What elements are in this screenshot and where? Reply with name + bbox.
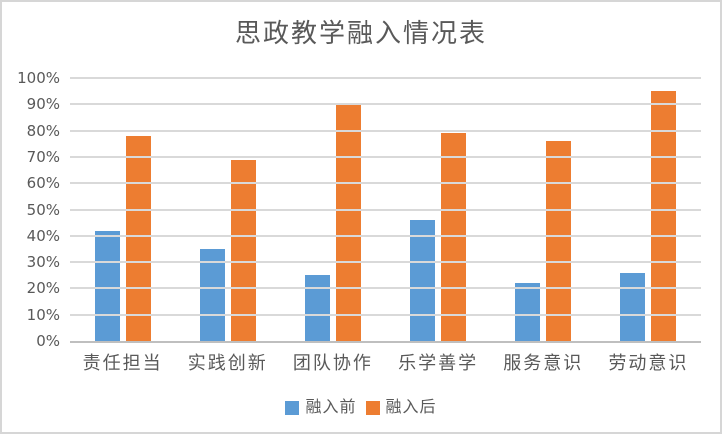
y-axis: 0% 10% 20% 30% 40% 50% 60% 70% 80% 90% 100% — [2, 69, 60, 350]
gridline — [70, 182, 701, 185]
bar — [199, 248, 225, 341]
y-tick-label: 60% — [26, 174, 60, 193]
gridline — [70, 313, 701, 316]
bar-group — [386, 78, 491, 341]
y-tick-label: 40% — [26, 226, 60, 245]
bar — [441, 133, 467, 341]
bar-group — [596, 78, 701, 341]
chart-title: 思政教学融入情况表 — [234, 19, 487, 48]
gridline — [70, 129, 701, 132]
bar — [94, 230, 120, 341]
plot-area — [70, 77, 701, 343]
legend-label: 融入前 — [305, 399, 357, 416]
legend-item: 融入后 — [365, 399, 437, 417]
bar — [335, 104, 361, 341]
category-label: 责任担当 — [82, 353, 163, 373]
bar-group — [491, 78, 596, 341]
bar — [125, 135, 151, 341]
bar-group — [280, 78, 385, 341]
category-label: 团队协作 — [292, 353, 373, 373]
y-tick-label: 90% — [26, 95, 60, 114]
category-label: 服务意识 — [503, 353, 584, 373]
bar — [546, 141, 572, 341]
y-tick-label: 0% — [36, 332, 60, 350]
y-tick-label: 20% — [26, 279, 60, 298]
bar — [651, 91, 677, 341]
bar-group — [175, 78, 280, 341]
y-tick-label: 80% — [26, 121, 60, 140]
category-label: 劳动意识 — [608, 353, 689, 373]
bars-layer — [70, 78, 701, 341]
bar — [304, 275, 330, 341]
y-tick-label: 30% — [26, 253, 60, 272]
bar — [230, 159, 256, 341]
legend-label: 融入后 — [385, 399, 437, 416]
gridline — [70, 234, 701, 237]
legend-swatch — [285, 401, 300, 415]
gridline — [70, 77, 701, 79]
y-tick-label: 70% — [26, 147, 60, 166]
y-tick-label: 10% — [26, 305, 60, 324]
bar — [410, 220, 436, 341]
legend: 融入前 融入后 — [2, 399, 720, 417]
gridline — [70, 103, 701, 106]
x-axis: 责任担当 实践创新 团队协作 乐学善学 服务意识 劳动意识 — [70, 349, 701, 375]
legend-item: 融入前 — [285, 399, 356, 417]
gridline — [70, 208, 701, 211]
category-label: 实践创新 — [187, 353, 268, 373]
category-label: 乐学善学 — [398, 353, 479, 373]
bar — [515, 283, 541, 341]
bar — [620, 272, 646, 341]
gridline — [70, 155, 701, 158]
legend-swatch — [365, 401, 380, 415]
gridline — [70, 261, 701, 264]
y-tick-label: 100% — [17, 69, 60, 87]
gridline — [70, 287, 701, 290]
bar-group — [70, 78, 175, 341]
y-tick-label: 50% — [26, 200, 60, 219]
